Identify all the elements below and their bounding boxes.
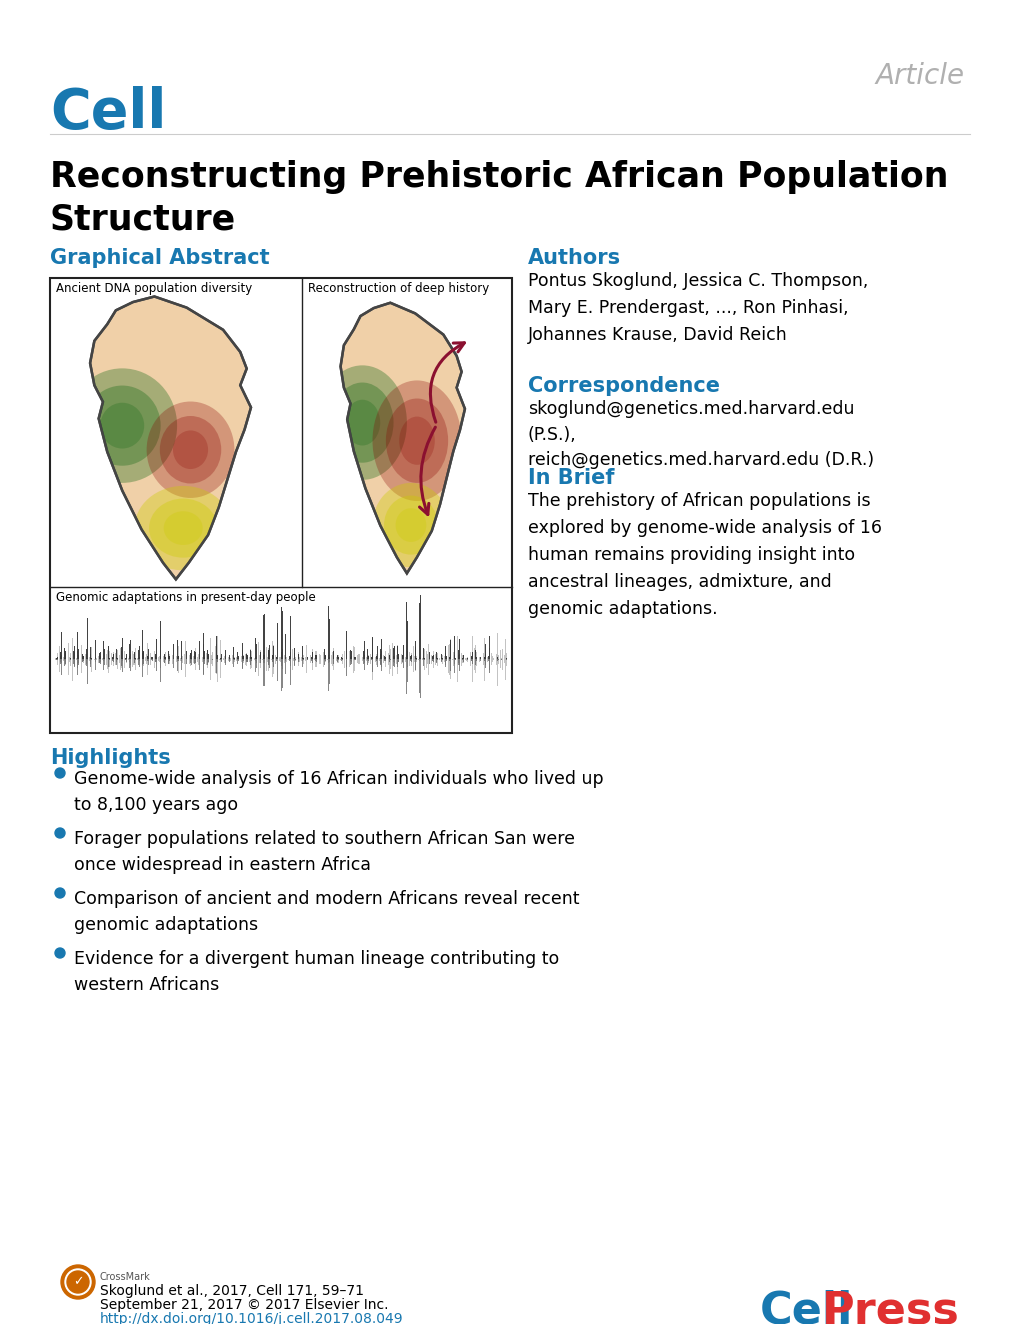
- Text: In Brief: In Brief: [528, 467, 613, 489]
- Ellipse shape: [372, 483, 449, 567]
- Ellipse shape: [344, 400, 380, 445]
- Text: Highlights: Highlights: [50, 748, 170, 768]
- Text: Genome-wide analysis of 16 African individuals who lived up
to 8,100 years ago: Genome-wide analysis of 16 African indiv…: [74, 771, 603, 814]
- Circle shape: [55, 888, 65, 898]
- Ellipse shape: [395, 508, 426, 542]
- Text: Press: Press: [821, 1290, 959, 1324]
- Text: Pontus Skoglund, Jessica C. Thompson,
Mary E. Prendergast, ..., Ron Pinhasi,
Joh: Pontus Skoglund, Jessica C. Thompson, Ma…: [528, 271, 867, 344]
- Circle shape: [65, 1268, 91, 1295]
- Text: Cell: Cell: [50, 86, 166, 140]
- Text: skoglund@genetics.med.harvard.edu
(P.S.),
reich@genetics.med.harvard.edu (D.R.): skoglund@genetics.med.harvard.edu (P.S.)…: [528, 400, 873, 470]
- Text: September 21, 2017 © 2017 Elsevier Inc.: September 21, 2017 © 2017 Elsevier Inc.: [100, 1298, 388, 1312]
- Text: CrossMark: CrossMark: [100, 1272, 151, 1282]
- Ellipse shape: [173, 430, 208, 469]
- Text: http://dx.doi.org/10.1016/j.cell.2017.08.049: http://dx.doi.org/10.1016/j.cell.2017.08…: [100, 1312, 404, 1324]
- Circle shape: [67, 1271, 89, 1294]
- Text: Graphical Abstract: Graphical Abstract: [50, 248, 269, 267]
- Ellipse shape: [163, 511, 203, 545]
- Ellipse shape: [135, 486, 231, 571]
- Text: The prehistory of African populations is
explored by genome-wide analysis of 16
: The prehistory of African populations is…: [528, 493, 881, 618]
- Text: Genomic adaptations in present-day people: Genomic adaptations in present-day peopl…: [56, 592, 316, 604]
- Ellipse shape: [160, 416, 221, 483]
- Ellipse shape: [84, 385, 161, 466]
- Text: Cell: Cell: [759, 1290, 853, 1324]
- Text: Correspondence: Correspondence: [528, 376, 719, 396]
- Text: ✓: ✓: [72, 1275, 84, 1288]
- Circle shape: [61, 1264, 95, 1299]
- Ellipse shape: [385, 399, 447, 483]
- Polygon shape: [340, 303, 465, 573]
- Ellipse shape: [100, 402, 144, 449]
- Text: Authors: Authors: [528, 248, 621, 267]
- Ellipse shape: [149, 499, 217, 557]
- Circle shape: [55, 948, 65, 959]
- Text: Ancient DNA population diversity: Ancient DNA population diversity: [56, 282, 252, 295]
- Text: Forager populations related to southern African San were
once widespread in east: Forager populations related to southern …: [74, 830, 575, 874]
- Text: Reconstruction of deep history: Reconstruction of deep history: [308, 282, 488, 295]
- Text: Comparison of ancient and modern Africans reveal recent
genomic adaptations: Comparison of ancient and modern African…: [74, 890, 579, 933]
- Text: Evidence for a divergent human lineage contributing to
western Africans: Evidence for a divergent human lineage c…: [74, 951, 558, 994]
- Bar: [50, 278, 512, 733]
- Text: Reconstructing Prehistoric African Population: Reconstructing Prehistoric African Popul…: [50, 160, 948, 195]
- Ellipse shape: [384, 495, 437, 555]
- Ellipse shape: [147, 401, 234, 498]
- Circle shape: [55, 828, 65, 838]
- Ellipse shape: [372, 380, 461, 500]
- Ellipse shape: [318, 365, 407, 479]
- Text: Structure: Structure: [50, 203, 235, 236]
- Polygon shape: [90, 297, 251, 580]
- Text: Article: Article: [875, 62, 964, 90]
- Ellipse shape: [398, 417, 434, 465]
- Ellipse shape: [331, 383, 393, 462]
- Ellipse shape: [67, 368, 177, 483]
- Circle shape: [55, 768, 65, 779]
- Text: Skoglund et al., 2017, Cell 171, 59–71: Skoglund et al., 2017, Cell 171, 59–71: [100, 1284, 364, 1298]
